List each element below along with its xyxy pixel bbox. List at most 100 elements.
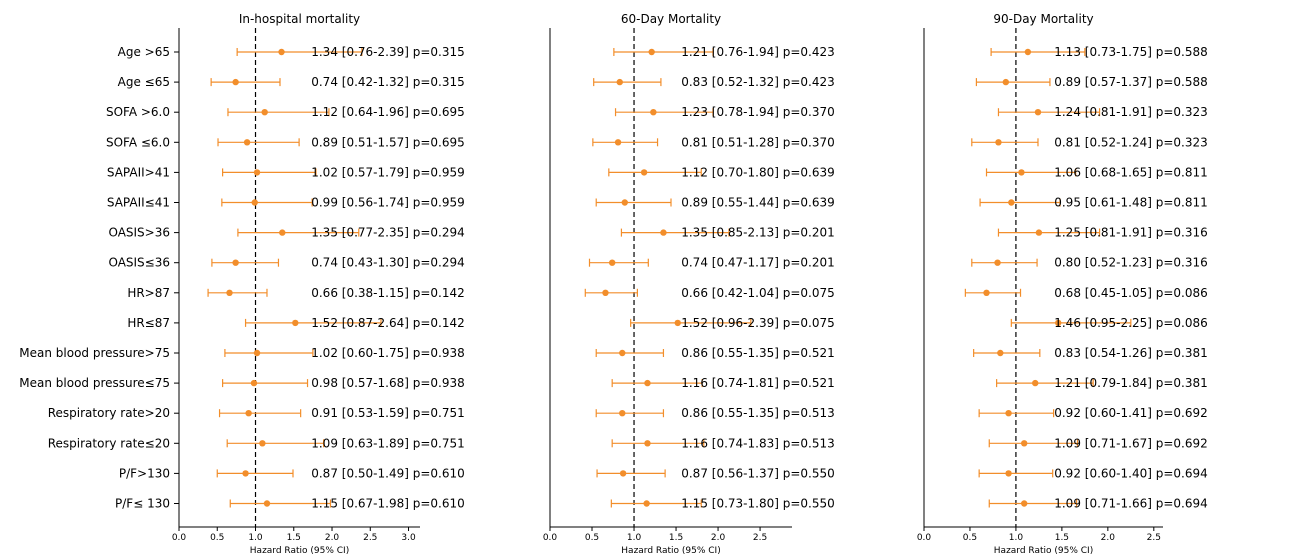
hr-annotation: 1.23 [0.78-1.94] p=0.370 (681, 105, 835, 119)
hr-point (1020, 500, 1028, 507)
hr-point (259, 440, 266, 447)
hr-point (994, 259, 1001, 266)
hr-point (245, 410, 252, 417)
y-tick-label: Mean blood pressure≤75 (19, 376, 170, 390)
hr-annotation: 1.09 [0.71-1.66] p=0.694 (1054, 497, 1208, 511)
hr-annotation: 0.74 [0.42-1.32] p=0.315 (311, 75, 465, 89)
y-tick-label: Respiratory rate>20 (48, 406, 170, 420)
x-tick-label: 0.0 (172, 533, 187, 543)
hr-point (614, 139, 622, 146)
y-tick-label: SAPAII>41 (107, 165, 170, 179)
hr-annotation: 0.95 [0.61-1.48] p=0.811 (1054, 196, 1208, 210)
hr-point (660, 229, 667, 236)
hr-annotation: 0.86 [0.55-1.35] p=0.513 (681, 406, 835, 420)
x-tick-label: 1.5 (669, 533, 683, 543)
hr-point (1005, 410, 1012, 417)
hr-point (1018, 169, 1025, 176)
y-tick-label: OASIS>36 (108, 226, 170, 240)
hr-point (1008, 199, 1015, 206)
y-tick-label: SOFA >6.0 (106, 105, 170, 119)
hr-point (616, 78, 623, 86)
y-tick-label: P/F>130 (119, 466, 170, 480)
y-tick-label: Age ≤65 (118, 75, 170, 89)
hr-annotation: 1.21 [0.76-1.94] p=0.423 (681, 45, 835, 59)
hr-annotation: 0.91 [0.53-1.59] p=0.751 (311, 406, 465, 420)
hr-point (226, 289, 233, 296)
hr-annotation: 1.35 [0.77-2.35] p=0.294 (311, 226, 465, 240)
hr-annotation: 0.74 [0.47-1.17] p=0.201 (681, 256, 835, 270)
x-tick-label: 3.0 (401, 533, 416, 543)
y-tick-label: SAPAII≤41 (107, 196, 170, 210)
hr-annotation: 0.81 [0.51-1.28] p=0.370 (681, 135, 835, 149)
hr-annotation: 0.92 [0.60-1.41] p=0.692 (1054, 406, 1208, 420)
panel-title: 60-Day Mortality (621, 12, 721, 26)
y-tick-label: OASIS≤36 (108, 256, 170, 270)
x-axis-label: Hazard Ratio (95% CI) (250, 546, 349, 556)
hr-annotation: 1.16 [0.74-1.81] p=0.521 (681, 376, 835, 390)
x-tick-label: 2.0 (711, 533, 726, 543)
hr-annotation: 0.87 [0.50-1.49] p=0.610 (311, 466, 465, 480)
x-tick-label: 0.5 (585, 533, 599, 543)
x-tick-label: 0.0 (543, 533, 558, 543)
hr-point (644, 440, 651, 447)
x-tick-label: 2.0 (1101, 533, 1116, 543)
hr-point (253, 349, 261, 357)
hr-point (263, 500, 271, 507)
hr-annotation: 1.24 [0.81-1.91] p=0.323 (1054, 105, 1208, 119)
x-tick-label: 0.5 (210, 533, 224, 543)
hr-annotation: 1.13 [0.73-1.75] p=0.588 (1054, 45, 1208, 59)
hr-point (1002, 78, 1010, 86)
hr-point (251, 199, 258, 206)
hr-annotation: 0.66 [0.38-1.15] p=0.142 (311, 286, 465, 300)
hr-point (1055, 319, 1062, 327)
hr-annotation: 0.74 [0.43-1.30] p=0.294 (311, 256, 465, 270)
hr-annotation: 1.12 [0.64-1.96] p=0.695 (311, 105, 465, 119)
hr-point (1005, 470, 1012, 477)
y-tick-label: HR≤87 (127, 316, 170, 330)
hr-annotation: 0.66 [0.42-1.04] p=0.075 (681, 286, 835, 300)
hr-annotation: 1.52 [0.96-2.39] p=0.075 (681, 316, 835, 330)
hr-point (648, 48, 655, 56)
hr-point (621, 199, 628, 206)
hr-point (1034, 109, 1042, 116)
hr-point (253, 169, 261, 176)
hr-annotation: 1.25 [0.81-1.91] p=0.316 (1054, 226, 1208, 240)
y-tick-label: HR>87 (127, 286, 170, 300)
hr-annotation: 1.52 [0.87-2.64] p=0.142 (311, 316, 465, 330)
hr-annotation: 1.02 [0.57-1.79] p=0.959 (311, 165, 465, 179)
hr-annotation: 1.09 [0.63-1.89] p=0.751 (311, 436, 465, 450)
hr-annotation: 0.92 [0.60-1.40] p=0.694 (1054, 466, 1208, 480)
hr-point (674, 319, 681, 327)
x-tick-label: 2.0 (325, 533, 340, 543)
x-tick-label: 0.0 (917, 533, 932, 543)
hr-annotation: 1.12 [0.70-1.80] p=0.639 (681, 165, 835, 179)
hr-annotation: 0.81 [0.52-1.24] p=0.323 (1054, 135, 1208, 149)
y-tick-label: Mean blood pressure>75 (19, 346, 170, 360)
hr-point (983, 289, 990, 296)
hr-point (261, 109, 268, 116)
hr-point (602, 289, 609, 296)
hr-point (279, 229, 286, 236)
hr-annotation: 0.83 [0.52-1.32] p=0.423 (681, 75, 835, 89)
hr-point (619, 470, 627, 477)
y-tick-label: Respiratory rate≤20 (48, 436, 170, 450)
hr-annotation: 1.09 [0.71-1.67] p=0.692 (1054, 436, 1208, 450)
hr-point (242, 470, 249, 477)
hr-annotation: 0.83 [0.54-1.26] p=0.381 (1054, 346, 1208, 360)
y-tick-label: P/F≤ 130 (115, 497, 170, 511)
hr-point (1035, 229, 1043, 236)
hr-point (995, 139, 1002, 146)
hr-annotation: 1.02 [0.60-1.75] p=0.938 (311, 346, 465, 360)
hr-annotation: 0.89 [0.51-1.57] p=0.695 (311, 135, 465, 149)
hr-annotation: 0.98 [0.57-1.68] p=0.938 (311, 376, 465, 390)
hr-point (278, 48, 285, 56)
hr-point (619, 410, 626, 417)
hr-point (1020, 440, 1028, 447)
hr-annotation: 1.16 [0.74-1.83] p=0.513 (681, 436, 835, 450)
x-axis-label: Hazard Ratio (95% CI) (994, 546, 1093, 556)
hr-point (650, 109, 657, 116)
hr-annotation: 1.35 [0.85-2.13] p=0.201 (681, 226, 835, 240)
hr-annotation: 1.21 [0.79-1.84] p=0.381 (1054, 376, 1208, 390)
hr-point (1032, 379, 1039, 387)
hr-point (608, 259, 616, 266)
